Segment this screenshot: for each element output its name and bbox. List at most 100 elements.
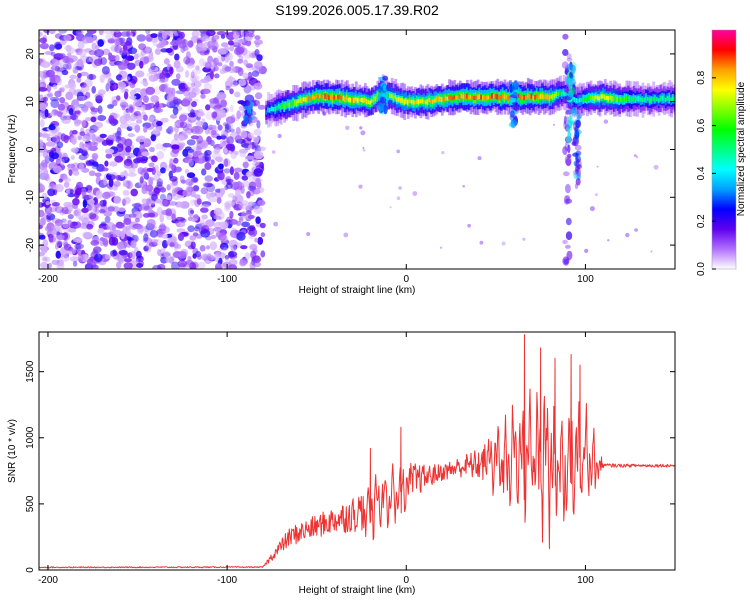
noise-dot: [253, 255, 260, 262]
ridge-cell: [655, 96, 659, 102]
noise-dot: [119, 115, 128, 125]
noise-dot: [224, 46, 231, 51]
noise-dot: [114, 38, 120, 47]
disturbance-dot: [565, 198, 573, 204]
scatter-dot: [277, 133, 282, 139]
noise-dot: [145, 184, 154, 192]
disturbance-dot: [247, 106, 252, 116]
noise-dot: [259, 222, 266, 229]
noise-dot: [79, 162, 84, 172]
noise-dot: [151, 166, 156, 176]
ridge-cell: [290, 101, 294, 107]
noise-dot: [204, 175, 213, 182]
noise-dot: [58, 30, 68, 34]
noise-dot: [122, 198, 127, 206]
noise-dot: [102, 48, 111, 55]
ridge-cell: [648, 97, 652, 104]
noise-dot: [78, 48, 87, 57]
noise-dot: [204, 162, 212, 170]
ridge-cell: [304, 97, 308, 103]
noise-dot: [82, 199, 88, 209]
x-tick-label: 0: [403, 575, 409, 586]
scatter-dot: [439, 246, 443, 249]
noise-dot: [74, 110, 82, 115]
ridge-cell: [344, 96, 347, 103]
noise-dot: [238, 105, 246, 112]
noise-dot: [165, 48, 173, 53]
ridge-cell: [435, 96, 439, 102]
noise-dot: [109, 161, 118, 167]
noise-dot: [230, 81, 238, 87]
noise-dot: [128, 106, 135, 114]
noise-dot: [140, 169, 149, 177]
ridge-cell: [578, 98, 582, 103]
noise-dot: [153, 173, 161, 182]
noise-dot: [171, 188, 177, 197]
noise-dot: [86, 185, 93, 191]
noise-dot: [208, 196, 218, 203]
ridge-cell: [331, 95, 335, 101]
noise-dot: [68, 107, 74, 116]
noise-dot: [178, 142, 186, 148]
ridge-cell: [589, 95, 593, 100]
noise-dot: [69, 74, 78, 80]
noise-dot: [205, 30, 216, 37]
snr-y-label: SNR (10 * v/v): [7, 419, 18, 483]
noise-dot: [160, 256, 168, 264]
noise-dot: [146, 72, 152, 78]
ridge-cell: [340, 95, 344, 101]
noise-dot: [234, 181, 245, 190]
noise-dot: [140, 104, 146, 112]
ridge-cell: [424, 100, 428, 105]
noise-dot: [94, 93, 104, 100]
noise-dot: [182, 189, 192, 197]
noise-dot: [249, 185, 257, 193]
y-tick-label: 0: [25, 567, 36, 573]
noise-dot: [191, 68, 202, 75]
noise-dot: [50, 65, 61, 71]
y-tick-label: 0: [25, 146, 36, 152]
ridge-cell: [444, 95, 448, 101]
noise-dot: [240, 245, 248, 250]
noise-dot: [67, 219, 73, 227]
ridge-cell: [596, 95, 600, 101]
ridge-cell: [652, 96, 656, 102]
ridge-cell: [492, 94, 496, 99]
noise-dot: [211, 129, 217, 136]
noise-dot: [250, 250, 257, 259]
noise-dot: [200, 88, 211, 95]
noise-dot: [82, 212, 91, 220]
ridge-cell: [535, 94, 539, 99]
ridge-cell: [338, 94, 342, 100]
disturbance-dot: [576, 112, 582, 120]
noise-dot: [192, 185, 200, 192]
ridge-cell: [593, 95, 596, 101]
noise-dot: [185, 130, 192, 136]
noise-dot: [46, 216, 52, 223]
noise-dot: [156, 181, 163, 188]
noise-dot: [100, 221, 107, 227]
noise-dot: [72, 198, 80, 206]
scatter-dot: [553, 123, 555, 126]
ridge-cell: [372, 96, 376, 102]
noise-dot: [74, 110, 81, 115]
noise-dot: [94, 172, 102, 178]
ridge-cell: [503, 95, 507, 99]
ridge-cell: [396, 97, 399, 102]
spectrogram-marks: [39, 30, 675, 269]
ridge-cell: [645, 96, 648, 101]
noise-dot: [97, 115, 107, 121]
scatter-dot: [362, 148, 366, 152]
ridge-cell: [552, 94, 555, 100]
noise-dot: [173, 123, 179, 128]
ridge-cell: [474, 95, 478, 101]
scatter-dot: [271, 150, 276, 154]
noise-dot: [85, 160, 94, 167]
scatter-dot: [596, 165, 599, 168]
noise-dot: [113, 180, 121, 187]
noise-dot: [132, 211, 143, 220]
noise-dot: [226, 182, 233, 190]
noise-dot: [70, 134, 77, 144]
ridge-cell: [616, 96, 620, 102]
